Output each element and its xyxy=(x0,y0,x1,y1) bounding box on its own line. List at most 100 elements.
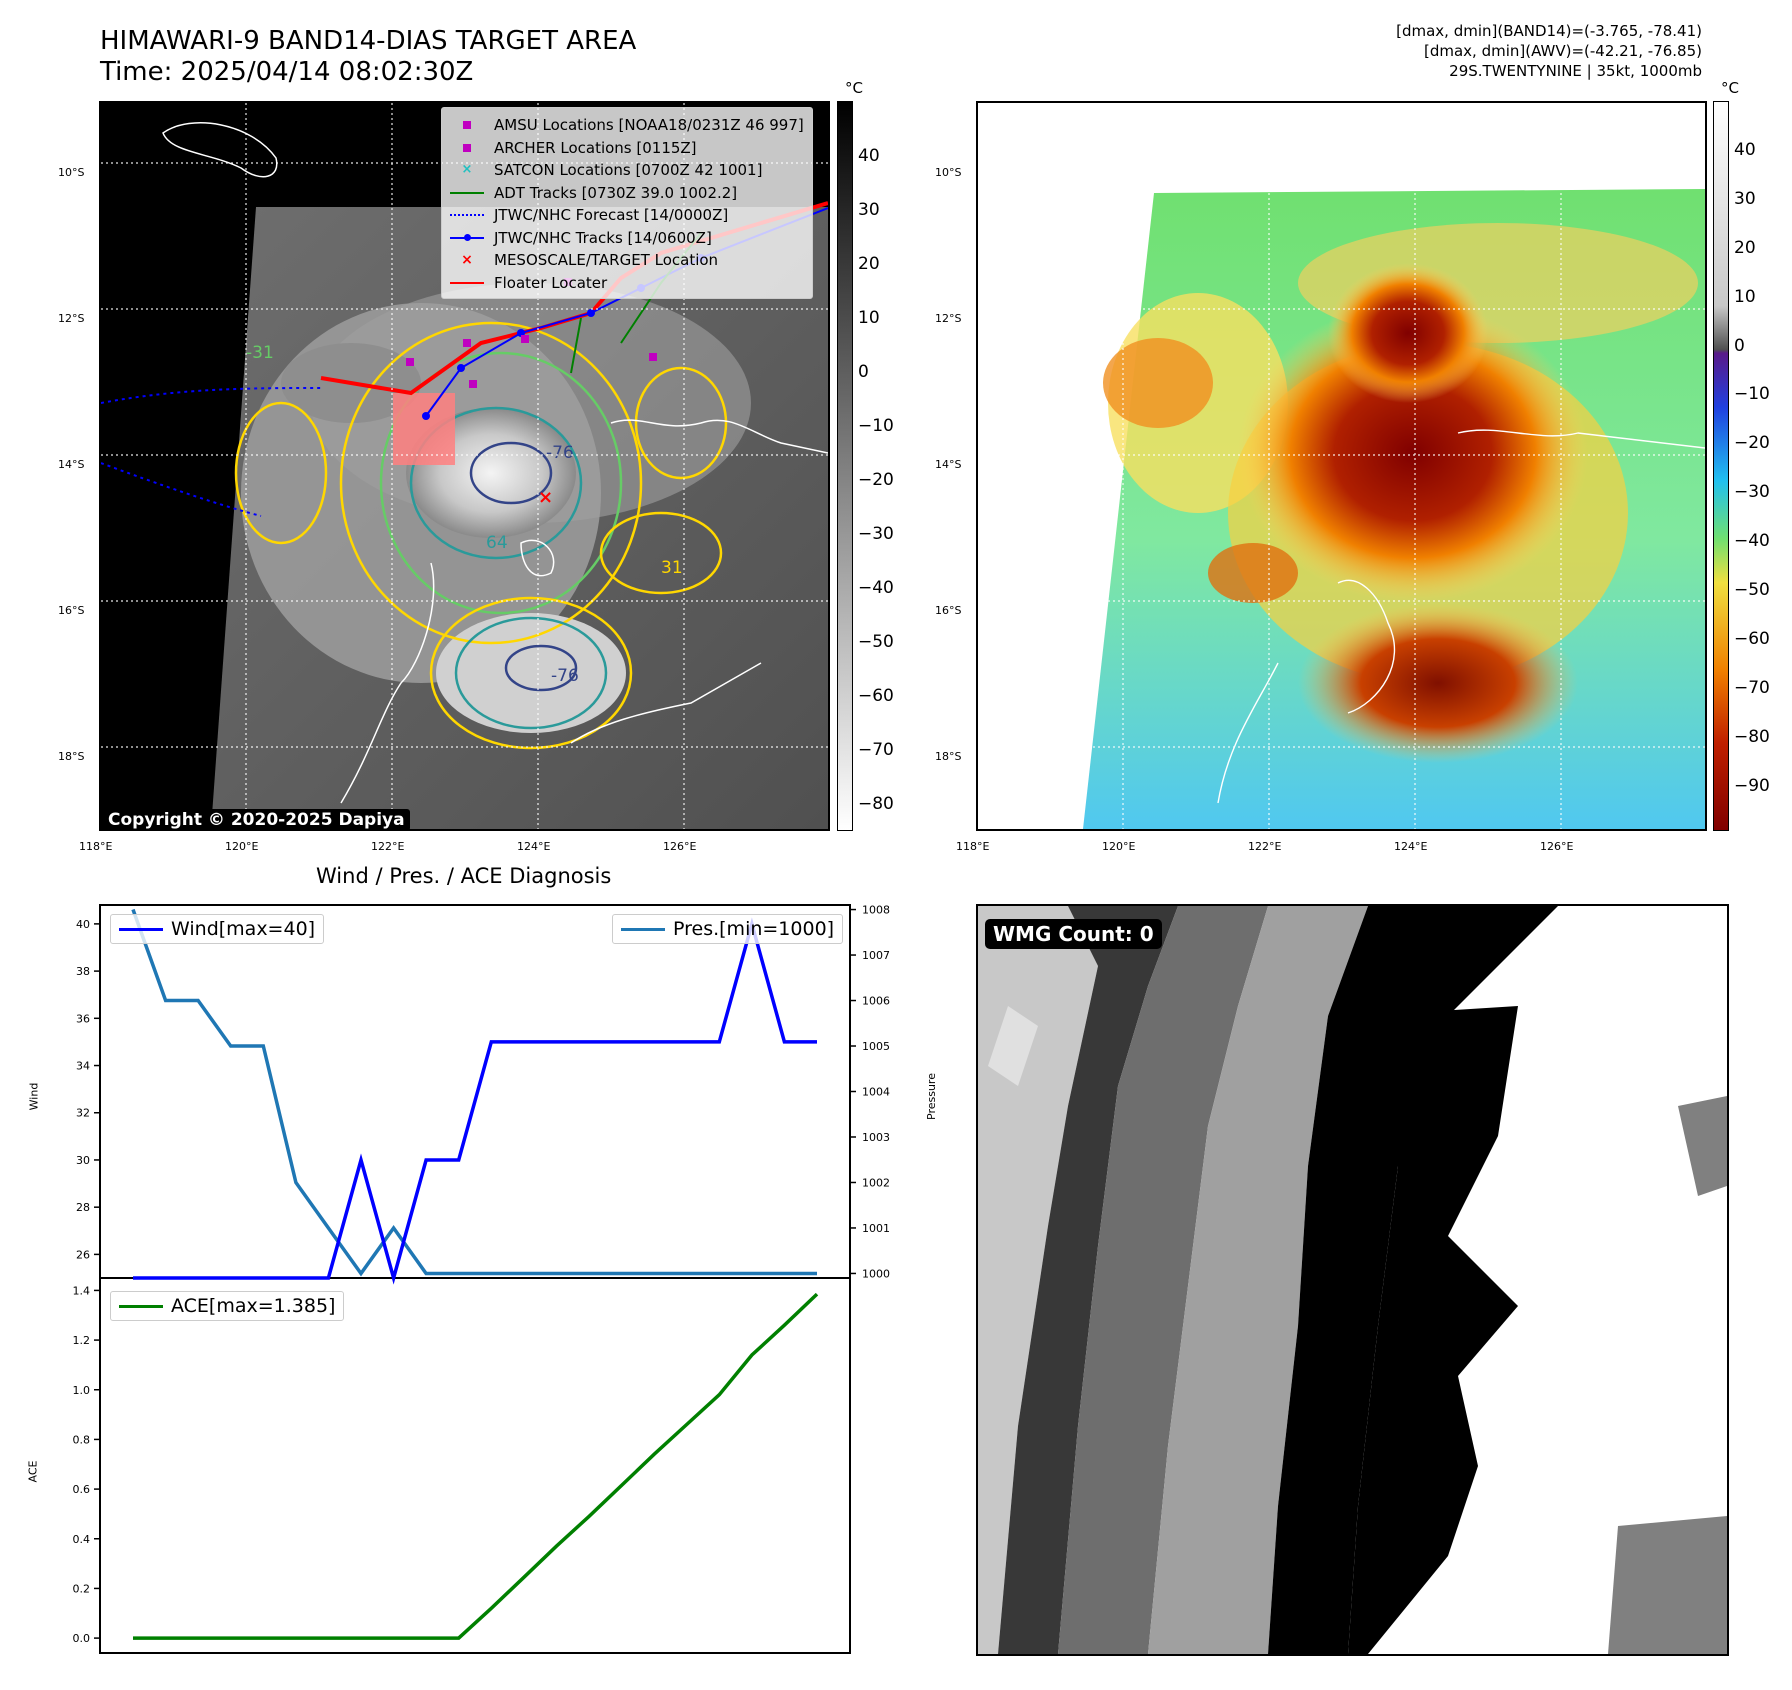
color-colorbar-unit: °C xyxy=(1721,79,1739,97)
legend-floater: Floater Locater xyxy=(450,272,804,295)
lat-label: 10°S xyxy=(58,166,85,179)
gray-tick: 10 xyxy=(858,308,880,328)
gray-tick: −60 xyxy=(858,686,894,706)
color-tick: −40 xyxy=(1734,531,1770,551)
lat-label: 14°S xyxy=(58,458,85,471)
lon-label: 118°E xyxy=(956,840,990,853)
color-colorbar xyxy=(1713,101,1729,831)
main-title: HIMAWARI-9 BAND14-DIAS TARGET AREA xyxy=(100,26,637,56)
legend-forecast: JTWC/NHC Forecast [14/0000Z] xyxy=(450,204,804,227)
gray-colorbar xyxy=(837,101,853,831)
y-tick-label: 0.4 xyxy=(73,1533,91,1546)
wind-pressure-axes xyxy=(99,904,851,1279)
y-tick-label: 1006 xyxy=(862,995,890,1008)
gray-tick: −20 xyxy=(858,470,894,490)
target-marker: × xyxy=(538,487,553,508)
ace-axis-label: ACE xyxy=(26,1460,40,1483)
gray-tick: 30 xyxy=(858,200,880,220)
y-tick-label: 1004 xyxy=(862,1086,890,1099)
color-tick: −50 xyxy=(1734,580,1770,600)
color-tick: −90 xyxy=(1734,776,1770,796)
info-dmax-band14: [dmax, dmin](BAND14)=(-3.765, -78.41) xyxy=(1396,22,1702,40)
color-tick: 40 xyxy=(1734,140,1756,160)
ace-legend: ACE[max=1.385] xyxy=(110,1291,345,1321)
line-marker-icon xyxy=(450,186,484,200)
lon-label: 120°E xyxy=(225,840,259,853)
legend-target: × MESOSCALE/TARGET Location xyxy=(450,249,804,272)
y-tick-label: 26 xyxy=(76,1248,90,1261)
gray-colorbar-unit: °C xyxy=(845,79,863,97)
color-tick: −80 xyxy=(1734,727,1770,747)
y-tick-label: 32 xyxy=(76,1107,90,1120)
lat-label: 12°S xyxy=(935,312,962,325)
line-marker-icon xyxy=(450,276,484,290)
x-marker-icon: × xyxy=(461,252,473,268)
y-tick-label: 0.8 xyxy=(73,1433,91,1446)
y-tick-label: 1000 xyxy=(862,1267,890,1280)
lon-label: 122°E xyxy=(1248,840,1282,853)
y-tick-label: 1005 xyxy=(862,1040,890,1053)
contour-label-2: 64 xyxy=(486,533,508,553)
line-marker-icon xyxy=(621,927,665,931)
legend-amsu: AMSU Locations [NOAA18/0231Z 46 997] xyxy=(450,114,804,137)
gray-tick: 0 xyxy=(858,362,869,382)
wmg-panel xyxy=(976,904,1729,1656)
pressure-series-line xyxy=(131,908,817,1277)
y-tick-label: 40 xyxy=(76,918,90,931)
color-tick: −70 xyxy=(1734,678,1770,698)
contour-label-5: 31 xyxy=(661,558,683,578)
x-marker-icon: × xyxy=(461,162,473,177)
wind-y-ticks: 26 28 30 32 34 36 38 40 xyxy=(76,918,100,1261)
gray-tick: −40 xyxy=(858,578,894,598)
legend-adt: ADT Tracks [0730Z 39.0 1002.2] xyxy=(450,182,804,205)
dotted-line-icon xyxy=(450,208,484,222)
y-tick-label: 30 xyxy=(76,1154,90,1167)
awv-map-graphic xyxy=(978,103,1705,829)
contour-label-3: -76 xyxy=(551,666,579,686)
square-marker-icon xyxy=(450,141,484,155)
legend-satcon: × SATCON Locations [0700Z 42 1001] xyxy=(450,159,804,182)
gray-tick: 40 xyxy=(858,146,880,166)
gray-tick: 20 xyxy=(858,254,880,274)
line-marker-icon xyxy=(119,1304,163,1308)
target-box xyxy=(393,393,455,465)
wind-axis-label: Wind xyxy=(27,1082,41,1111)
y-tick-label: 1.4 xyxy=(73,1284,91,1297)
y-tick-label: 1001 xyxy=(862,1222,890,1235)
lat-label: 10°S xyxy=(935,166,962,179)
contour-label-4: -31 xyxy=(246,343,274,363)
map-legend: AMSU Locations [NOAA18/0231Z 46 997] ARC… xyxy=(441,107,813,299)
pressure-legend: Pres.[min=1000] xyxy=(612,914,844,944)
diagnosis-title: Wind / Pres. / ACE Diagnosis xyxy=(316,864,612,888)
wmg-graphic xyxy=(978,906,1727,1654)
y-tick-label: 0.0 xyxy=(73,1632,91,1645)
wmg-count-badge: WMG Count: 0 xyxy=(985,919,1162,949)
y-tick-label: 1002 xyxy=(862,1176,890,1189)
gray-tick: −30 xyxy=(858,524,894,544)
color-tick: 30 xyxy=(1734,189,1756,209)
lon-label: 122°E xyxy=(371,840,405,853)
copyright-badge: Copyright © 2020-2025 Dapiya xyxy=(103,809,410,831)
lat-label: 12°S xyxy=(58,312,85,325)
lon-label: 120°E xyxy=(1102,840,1136,853)
lon-label: 124°E xyxy=(1394,840,1428,853)
pressure-y-ticks: 1000 1001 1002 1003 1004 1005 1006 1007 1008 xyxy=(850,904,890,1280)
lon-label: 126°E xyxy=(663,840,697,853)
color-tick: −30 xyxy=(1734,482,1770,502)
color-tick: −60 xyxy=(1734,629,1770,649)
y-tick-label: 34 xyxy=(76,1060,90,1073)
y-tick-label: 0.2 xyxy=(73,1582,91,1595)
awv-map xyxy=(976,101,1707,831)
gray-tick: −80 xyxy=(858,794,894,814)
ace-series-line xyxy=(133,1292,819,1640)
color-tick: 0 xyxy=(1734,336,1745,356)
color-tick: 10 xyxy=(1734,287,1756,307)
y-tick-label: 1.0 xyxy=(73,1384,91,1397)
pressure-axis-label: Pressure xyxy=(924,1073,938,1120)
y-tick-label: 36 xyxy=(76,1012,90,1025)
gray-tick: −70 xyxy=(858,740,894,760)
time-label: Time: 2025/04/14 08:02:30Z xyxy=(100,57,474,87)
y-tick-label: 1008 xyxy=(862,904,890,917)
y-tick-label: 0.6 xyxy=(73,1483,91,1496)
